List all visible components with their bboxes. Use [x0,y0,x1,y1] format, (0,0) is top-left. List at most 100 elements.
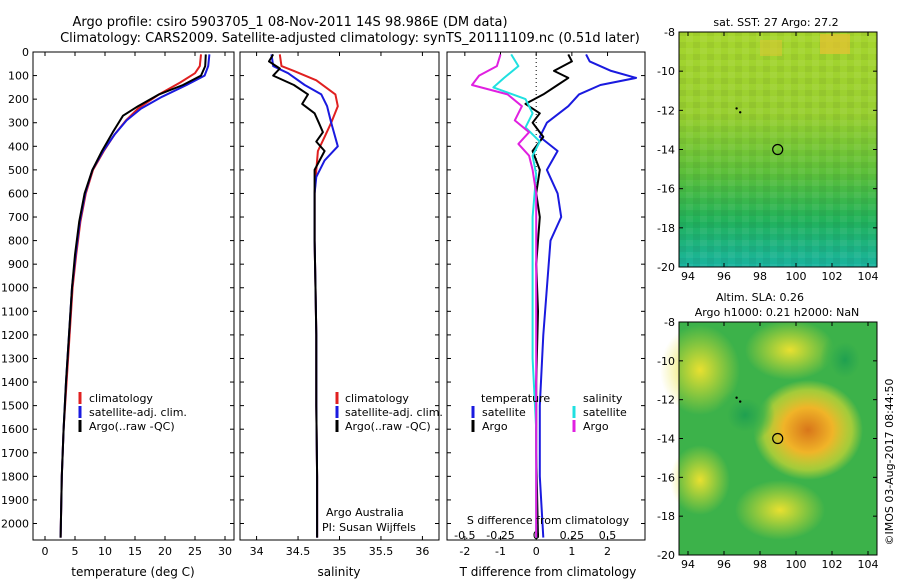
y-tick-label: 0 [22,46,29,59]
map-y-tick-label: -12 [657,104,675,117]
y-tick-label: 1900 [1,494,29,507]
previous-position-marker [735,396,738,399]
legend-salinity-title: salinity [583,392,623,405]
temperature-legend: climatology satellite-adj. clim. Argo(..… [78,392,187,433]
sla-high-patch [660,325,740,415]
map-x-tick-label: 104 [858,558,879,571]
map-x-tick-label: 102 [822,558,843,571]
y-tick-label: 1300 [1,352,29,365]
sla-map-field [660,320,877,555]
series-line-s-argo [471,54,538,538]
map-x-tick-label: 98 [753,270,767,283]
y-tick-label: 1000 [1,282,29,295]
legend-climatology-label: climatology [345,392,409,405]
sla-anticyclone [753,380,863,480]
sst-field-texture [679,32,877,267]
legend-argo-label: Argo(..raw -QC) [345,420,431,433]
figure-title-line1: Argo profile: csiro 5903705_1 08-Nov-201… [72,15,507,30]
y-tick-label: 1800 [1,470,29,483]
x-top-tick-label: 0.25 [560,529,585,542]
legend-s-argo-label: Argo [583,420,609,433]
difference-panel: -2 -1 0 1 2-0.5 -0.25 0 0.25 0.5 [446,51,646,558]
y-tick-label: 1500 [1,400,29,413]
y-tick-label: 1100 [1,305,29,318]
salinity-xlabel: salinity [317,565,360,579]
sla-low-patch [715,387,775,443]
sla-high-patch [745,320,835,380]
x-tick-label: 34.5 [286,545,311,558]
map-x-tick-label: 104 [858,270,879,283]
map-y-tick-label: -16 [657,183,675,196]
profile-position-marker [772,143,784,156]
x-tick-label: 34 [250,545,264,558]
legend-satellite-label: satellite-adj. clim. [345,406,443,419]
x-tick-label: 35 [333,545,347,558]
y-tick-label: 1600 [1,423,29,436]
map-y-tick-label: -10 [657,355,675,368]
map-x-tick-label: 94 [681,270,695,283]
temperature-panel: 0100200300400500600700800900100011001200… [1,46,235,558]
legend-t-satellite-label: satellite [482,406,526,419]
sst-map-field [679,32,877,267]
salinity-note-line1: Argo Australia [326,506,404,519]
previous-position-marker [735,107,738,110]
salinity-note-line2: PI: Susan Wijffels [322,521,416,534]
y-tick-label: 1400 [1,376,29,389]
difference-xlabel-top: S difference from climatology [467,514,630,527]
sla-high-patch [735,480,825,540]
y-tick-label: 2000 [1,517,29,530]
y-tick-label: 400 [8,140,29,153]
x-top-tick-label: -0.25 [486,529,514,542]
sst-map-axes: 94 96 98 100 102 104 -8 -10 -12 -14 -16 -18 -20 [657,26,878,283]
x-tick-label: 0 [533,545,540,558]
figure-title-line2: Climatology: CARS2009. Satellite-adjuste… [60,31,640,46]
sla-map-title-line2: Argo h1000: 0.21 h2000: NaN [695,306,860,319]
map-y-tick-label: -18 [657,222,675,235]
series-line-t-satellite [538,53,638,538]
legend-climatology-label: climatology [89,392,153,405]
x-tick-label: 1 [568,545,575,558]
map-y-tick-label: -10 [657,65,675,78]
map-y-tick-label: -16 [657,471,675,484]
sst-map-title: sat. SST: 27 Argo: 27.2 [713,16,838,29]
map-y-tick-label: -20 [657,549,675,562]
map-x-tick-label: 100 [786,270,807,283]
y-tick-label: 600 [8,187,29,200]
profile-position-marker [772,432,784,445]
legend-satellite-label: satellite-adj. clim. [89,406,187,419]
x-tick-label: 0 [42,545,49,558]
map-y-tick-label: -20 [657,261,675,274]
map-x-tick-label: 100 [786,558,807,571]
plot-frame [239,51,440,541]
map-x-tick-label: 98 [753,558,767,571]
timestamp-stamp: ©IMOS 03-Aug-2017 08:44:50 [883,379,896,546]
x-tick-label: 20 [158,545,172,558]
sla-low-patch [820,330,870,390]
temperature-xlabel: temperature (deg C) [71,565,194,579]
y-tick-label: 1200 [1,329,29,342]
series-line-argo-raw-qc- [59,54,207,538]
y-tick-label: 100 [8,70,29,83]
x-tick-label: 35.5 [369,545,394,558]
map-y-tick-label: -8 [664,26,675,39]
y-tick-label: 1700 [1,447,29,460]
x-top-tick-label: 0.5 [599,529,617,542]
legend-temperature-title: temperature [481,392,550,405]
plot-frame [32,51,235,541]
y-tick-label: 200 [8,93,29,106]
x-tick-label: 25 [188,545,202,558]
sla-high-patch [670,445,730,515]
sst-warm-patch [820,34,850,54]
x-tick-label: -2 [459,545,470,558]
x-tick-label: 15 [128,545,142,558]
map-x-tick-label: 96 [717,270,731,283]
y-tick-label: 500 [8,164,29,177]
previous-position-marker [739,400,742,403]
map-y-tick-label: -14 [657,144,675,157]
x-tick-label: 2 [604,545,611,558]
series-line-s-satellite [492,53,541,538]
y-tick-label: 700 [8,211,29,224]
sst-warm-patch [760,40,782,56]
x-tick-label: 10 [98,545,112,558]
